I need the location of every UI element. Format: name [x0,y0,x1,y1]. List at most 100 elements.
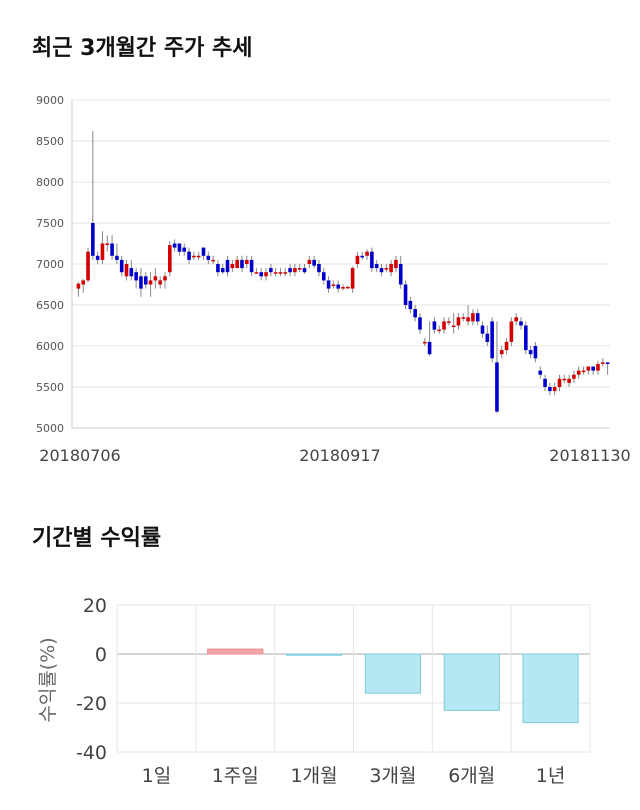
y-tick-label: 7500 [36,217,64,230]
candle-body [586,366,591,371]
candle-body [307,259,312,264]
candle-body [283,272,288,274]
candle-body [216,264,220,273]
category-label: 1일 [142,765,172,787]
category-label: 1주일 [212,765,259,787]
y-tick-label: 7000 [36,258,64,271]
candle-body [331,284,336,286]
y-tick-label: 6000 [36,340,64,353]
y-tick-label: 0 [95,644,107,666]
candle-body [293,268,297,273]
candle-body [244,259,249,264]
candle-body [211,259,215,262]
y-tick-label: 5500 [36,381,64,394]
candle-body [196,255,201,258]
candle-body [475,313,480,322]
candle-body [514,317,518,322]
candle-body [115,255,119,260]
y-tick-label: 8500 [36,135,64,148]
candle-body [182,247,187,252]
candle-body [100,243,105,260]
candle-body [576,370,581,375]
candle-body [365,251,369,256]
candle-body [389,264,393,273]
category-label: 1개월 [291,765,338,787]
candle-body [76,283,81,289]
candle-body [447,321,451,323]
candle-body [442,321,446,330]
candle-body [456,317,461,326]
candle-body [538,370,543,375]
candle-body [418,317,422,330]
y-axis-label: 수익률(%) [37,637,59,722]
x-tick-label: 20180917 [299,446,380,465]
candle-body [192,255,196,258]
y-tick-label: -40 [76,742,107,764]
y-tick-label: 5000 [36,422,64,435]
candle-body [480,325,485,334]
y-tick-label: 9000 [36,94,64,107]
candle-body [581,370,586,373]
candle-body [336,284,340,289]
candle-body [370,251,374,269]
candle-body [81,280,86,285]
candle-body [524,325,528,351]
candle-body [398,264,403,285]
candle-body [317,264,321,273]
return-bar [364,653,422,694]
candle-body [519,321,523,326]
candle-body [432,321,437,330]
candle-body [490,321,494,359]
candle-body [427,341,432,355]
candle-body [177,243,182,252]
candle-body [451,325,456,327]
return-bar [522,653,579,724]
candle-body [341,286,345,289]
candle-body [148,280,153,285]
price-candlestick-chart: 5000 5500 6000 6500 7000 7500 8000 8500 9000 201… [36,94,631,465]
candle-body [264,272,268,277]
y-tick-label: 20 [83,595,107,617]
candle-body [129,268,134,277]
candle-body [91,223,95,256]
candle-body [504,341,509,351]
candle-body [528,350,533,355]
candle-body [187,251,191,260]
candle-body [591,366,595,371]
candle-body [230,264,235,269]
y-tick-label: -20 [76,693,107,715]
candle-body [485,333,490,342]
candle-body [249,259,254,273]
candle-body [374,264,379,269]
candle-body [572,374,576,379]
candle-body [225,259,230,273]
candle-body [543,378,547,387]
candle-body [139,276,143,289]
candle-body [220,268,225,273]
candle-body [158,280,162,285]
candle-body [201,247,206,256]
category-label: 1년 [536,765,566,787]
candle-body [134,272,138,281]
candle-body [350,268,355,289]
x-tick-label: 20180706 [39,446,120,465]
candle-body [326,280,331,289]
candle-body [321,272,326,281]
candle-body [394,259,398,269]
candle-body [110,243,114,256]
candle-body [346,286,350,289]
candle-body [422,341,427,344]
candle-body [557,378,562,387]
return-bar [443,653,500,711]
candle-body [552,387,557,392]
candle-body [466,317,470,322]
candle-body [240,259,244,269]
candle-body [471,313,475,322]
candle-body [379,268,384,273]
candle-body [533,346,538,359]
candle-body [259,272,264,277]
candle-body [269,268,273,273]
candle-body [461,317,466,319]
candle-body [360,255,365,258]
